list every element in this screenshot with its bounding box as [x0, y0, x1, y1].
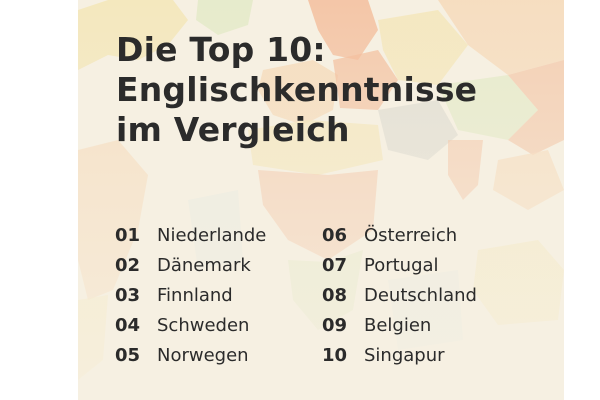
ranking-number: 08 [322, 285, 348, 306]
ranking-list-left: 01 Niederlande 02 Dänemark 03 Finnland 04 Sc… [115, 224, 266, 374]
ranking-item: 05 Norwegen [115, 344, 266, 374]
ranking-country: Dänemark [157, 255, 251, 276]
page-title: Die Top 10: Englischkenntnisse im Vergle… [116, 30, 477, 150]
ranking-number: 10 [322, 345, 348, 366]
ranking-country: Österreich [364, 225, 458, 246]
ranking-country: Schweden [157, 315, 250, 336]
ranking-item: 02 Dänemark [115, 254, 266, 284]
ranking-item: 04 Schweden [115, 314, 266, 344]
ranking-number: 06 [322, 225, 348, 246]
ranking-item: 01 Niederlande [115, 224, 266, 254]
title-line-2: Englischkenntnisse [116, 70, 478, 109]
ranking-item: 07 Portugal [322, 254, 477, 284]
ranking-country: Deutschland [364, 285, 477, 306]
ranking-number: 03 [115, 285, 141, 306]
ranking-country: Belgien [364, 315, 432, 336]
ranking-list-right: 06 Österreich 07 Portugal 08 Deutschland 09… [322, 224, 477, 374]
ranking-number: 02 [115, 255, 141, 276]
ranking-country: Niederlande [157, 225, 267, 246]
ranking-country: Singapur [364, 345, 445, 366]
ranking-item: 06 Österreich [322, 224, 477, 254]
ranking-number: 04 [115, 315, 141, 336]
ranking-number: 07 [322, 255, 348, 276]
ranking-country: Finnland [157, 285, 233, 306]
title-line-1: Die Top 10: [116, 30, 326, 69]
ranking-number: 09 [322, 315, 348, 336]
background-fade-overlay [78, 0, 564, 400]
ranking-country: Norwegen [157, 345, 249, 366]
ranking-item: 10 Singapur [322, 344, 477, 374]
ranking-item: 03 Finnland [115, 284, 266, 314]
ranking-item: 09 Belgien [322, 314, 477, 344]
ranking-item: 08 Deutschland [322, 284, 477, 314]
ranking-country: Portugal [364, 255, 439, 276]
infographic-card: Die Top 10: Englischkenntnisse im Vergle… [78, 0, 564, 400]
title-line-3: im Vergleich [116, 110, 350, 149]
ranking-number: 01 [115, 225, 141, 246]
ranking-number: 05 [115, 345, 141, 366]
